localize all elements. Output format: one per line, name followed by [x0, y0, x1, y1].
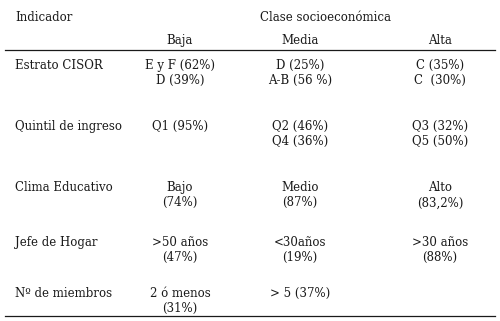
Text: Nº de miembros: Nº de miembros: [15, 287, 112, 300]
Text: Quintil de ingreso: Quintil de ingreso: [15, 120, 122, 133]
Text: Alto
(83,2%): Alto (83,2%): [417, 181, 463, 209]
Text: Q2 (46%)
Q4 (36%): Q2 (46%) Q4 (36%): [272, 120, 328, 148]
Text: Baja: Baja: [167, 34, 193, 47]
Text: <30años
(19%): <30años (19%): [274, 236, 326, 264]
Text: Medio
(87%): Medio (87%): [281, 181, 319, 209]
Text: E y F (62%)
D (39%): E y F (62%) D (39%): [145, 59, 215, 87]
Text: >50 años
(47%): >50 años (47%): [152, 236, 208, 264]
Text: > 5 (37%): > 5 (37%): [270, 287, 330, 300]
Text: C (35%)
C  (30%): C (35%) C (30%): [414, 59, 466, 87]
Text: Jefe de Hogar: Jefe de Hogar: [15, 236, 98, 249]
Text: Media: Media: [282, 34, 319, 47]
Text: >30 años
(88%): >30 años (88%): [412, 236, 468, 264]
Text: Q1 (95%): Q1 (95%): [152, 120, 208, 133]
Text: 2 ó menos
(31%): 2 ó menos (31%): [150, 287, 210, 315]
Text: Q3 (32%)
Q5 (50%): Q3 (32%) Q5 (50%): [412, 120, 468, 148]
Text: D (25%)
A-B (56 %): D (25%) A-B (56 %): [268, 59, 332, 87]
Text: Bajo
(74%): Bajo (74%): [162, 181, 198, 209]
Text: Clima Educativo: Clima Educativo: [15, 181, 113, 194]
Text: Clase socioeconómica: Clase socioeconómica: [260, 11, 390, 24]
Text: Indicador: Indicador: [15, 11, 72, 24]
Text: Estrato CISOR: Estrato CISOR: [15, 59, 103, 72]
Text: Alta: Alta: [428, 34, 452, 47]
